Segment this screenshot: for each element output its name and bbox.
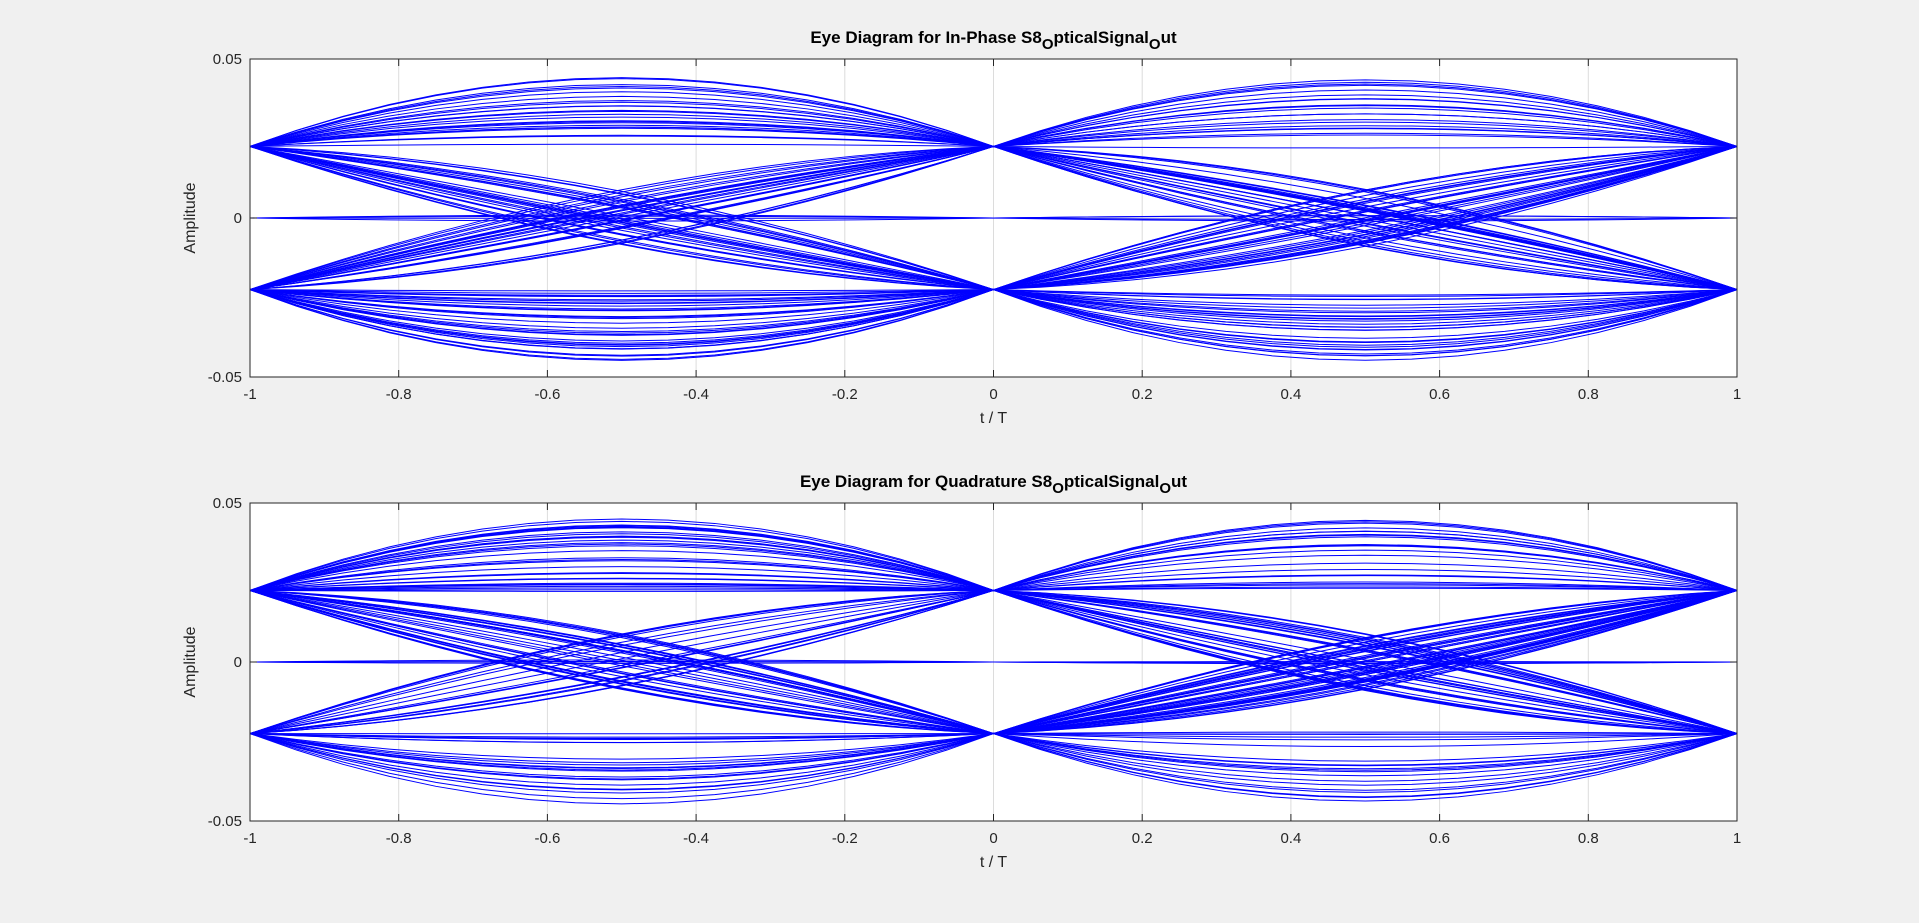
eye-traces (250, 518, 1737, 805)
y-tick-label: 0 (234, 210, 242, 227)
eye-diagram-in-phase-axes: -1 -0.8 -0.6 -0.4 -0.2 0 0.2 0.4 0.6 0.8 1 -0.05 0 0.… (182, 28, 1741, 427)
x-tick-label: -1 (243, 830, 256, 847)
x-tick-label: 0.2 (1132, 830, 1153, 847)
y-axis-label: Amplitude (182, 626, 199, 697)
title-part: ut (1171, 472, 1187, 491)
eye-trace (250, 289, 1737, 336)
x-tick-label: -0.2 (832, 386, 858, 403)
eye-trace (250, 531, 1737, 735)
x-tick-label: -0.6 (534, 386, 560, 403)
x-tick-label: 1 (1733, 830, 1741, 847)
title-subscript: O (1159, 480, 1171, 497)
title-part: pticalSignal (1054, 28, 1149, 47)
x-tick-label: 0.6 (1429, 830, 1450, 847)
x-axis-label: t / T (980, 410, 1007, 427)
x-tick-label: -0.8 (386, 830, 412, 847)
x-tick-label: 0 (989, 386, 997, 403)
x-tick-label: -0.4 (683, 386, 709, 403)
title-part: Eye Diagram for Quadrature S8 (800, 472, 1052, 491)
title-subscript: O (1042, 36, 1054, 53)
title-part: ut (1161, 28, 1177, 47)
x-tick-label: -0.2 (832, 830, 858, 847)
x-tick-label: 1 (1733, 386, 1741, 403)
eye-trace (250, 145, 1737, 291)
y-tick-label: 0.05 (213, 495, 242, 512)
eye-trace (250, 214, 1737, 221)
eye-diagram-quadrature-axes: -1 -0.8 -0.6 -0.4 -0.2 0 0.2 0.4 0.6 0.8 1 -0.05 0 0.… (182, 472, 1741, 871)
eye-trace (250, 589, 1737, 735)
x-axis-label: t / T (980, 854, 1007, 871)
y-tick-label: 0.05 (213, 51, 242, 68)
title-part: Eye Diagram for In-Phase S8 (810, 28, 1041, 47)
x-tick-label: 0.8 (1578, 830, 1599, 847)
title-subscript: O (1052, 480, 1064, 497)
x-tick-label: 0.6 (1429, 386, 1450, 403)
x-tick-label: 0 (989, 830, 997, 847)
x-tick-label: 0.8 (1578, 386, 1599, 403)
x-tick-label: -0.6 (534, 830, 560, 847)
x-tick-label: 0.4 (1280, 386, 1301, 403)
chart-title: Eye Diagram for Quadrature S8OpticalSign… (800, 472, 1187, 497)
x-tick-label: -0.4 (683, 830, 709, 847)
eye-trace (250, 661, 1737, 664)
y-tick-label: 0 (234, 654, 242, 671)
y-axis-label: Amplitude (182, 182, 199, 253)
x-tick-label: -0.8 (386, 386, 412, 403)
y-tick-label: -0.05 (208, 813, 242, 830)
chart-title: Eye Diagram for In-Phase S8OpticalSignal… (810, 28, 1177, 53)
title-subscript: O (1149, 36, 1161, 53)
x-tick-label: -1 (243, 386, 256, 403)
x-tick-label: 0.2 (1132, 386, 1153, 403)
x-tick-label: 0.4 (1280, 830, 1301, 847)
eye-traces (250, 77, 1737, 361)
y-tick-label: -0.05 (208, 369, 242, 386)
title-part: pticalSignal (1064, 472, 1159, 491)
